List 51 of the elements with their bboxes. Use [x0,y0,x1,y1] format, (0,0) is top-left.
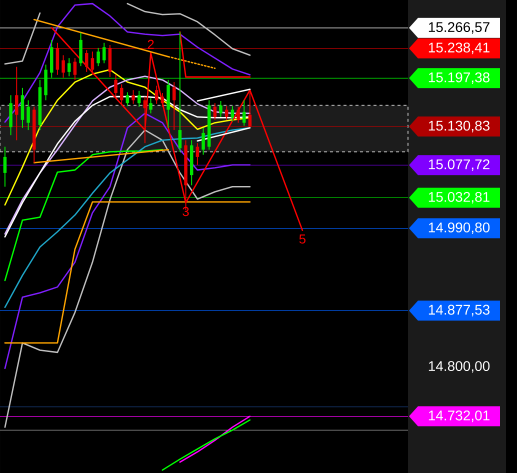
y-tick-label: 15.197,38 [428,72,490,84]
annotation: 2 [148,40,154,49]
line-series [4,127,251,308]
y-tick-label: 14.877,53 [428,304,490,316]
candlestick [67,58,71,77]
candlestick [90,51,94,76]
candlestick [102,42,106,64]
candlestick [3,146,7,188]
candlestick [172,82,176,131]
candlestick [137,90,141,108]
candlestick [62,54,65,78]
y-tick-label: 14.990,80 [428,222,490,234]
y-tick-label: 15.032,81 [428,192,490,204]
candlestick [230,106,234,122]
y-tick-label: 15.077,72 [428,159,490,171]
candlestick [56,42,60,76]
candlestick [114,74,118,98]
line-series [4,112,251,370]
y-tick-label: 15.238,41 [428,42,490,54]
candlestick [84,50,88,72]
line-series [4,69,251,206]
candlestick [242,100,246,126]
candlestick [196,142,200,166]
candlestick [248,92,252,128]
candlestick [213,102,217,120]
y-tick-label: 15.266,57 [428,22,490,34]
candlestick [14,66,18,141]
candlestick [120,84,124,104]
line-series [162,419,251,471]
candlestick [132,90,135,104]
candlestick [73,58,77,80]
y-tick-label: 14.800,00 [428,361,490,373]
candlestick [219,100,222,118]
candlestick [126,92,130,107]
annotation: 3 [182,206,189,216]
annotation: 5 [299,234,306,244]
candlestick [224,106,228,120]
candlestick [108,44,112,78]
candlestick [26,100,30,131]
line-series [126,2,251,56]
candlestick [149,98,152,114]
candlestick [9,94,12,136]
candlestick [96,47,100,67]
candlestick [160,92,164,108]
candlestick [178,31,182,152]
candlestick [79,32,82,67]
candlestick [202,127,205,156]
y-tick-label: 14.732,01 [428,410,490,422]
candlestick [236,106,240,124]
y-tick-label: 15.130,83 [428,120,490,132]
candlestick [154,85,158,104]
